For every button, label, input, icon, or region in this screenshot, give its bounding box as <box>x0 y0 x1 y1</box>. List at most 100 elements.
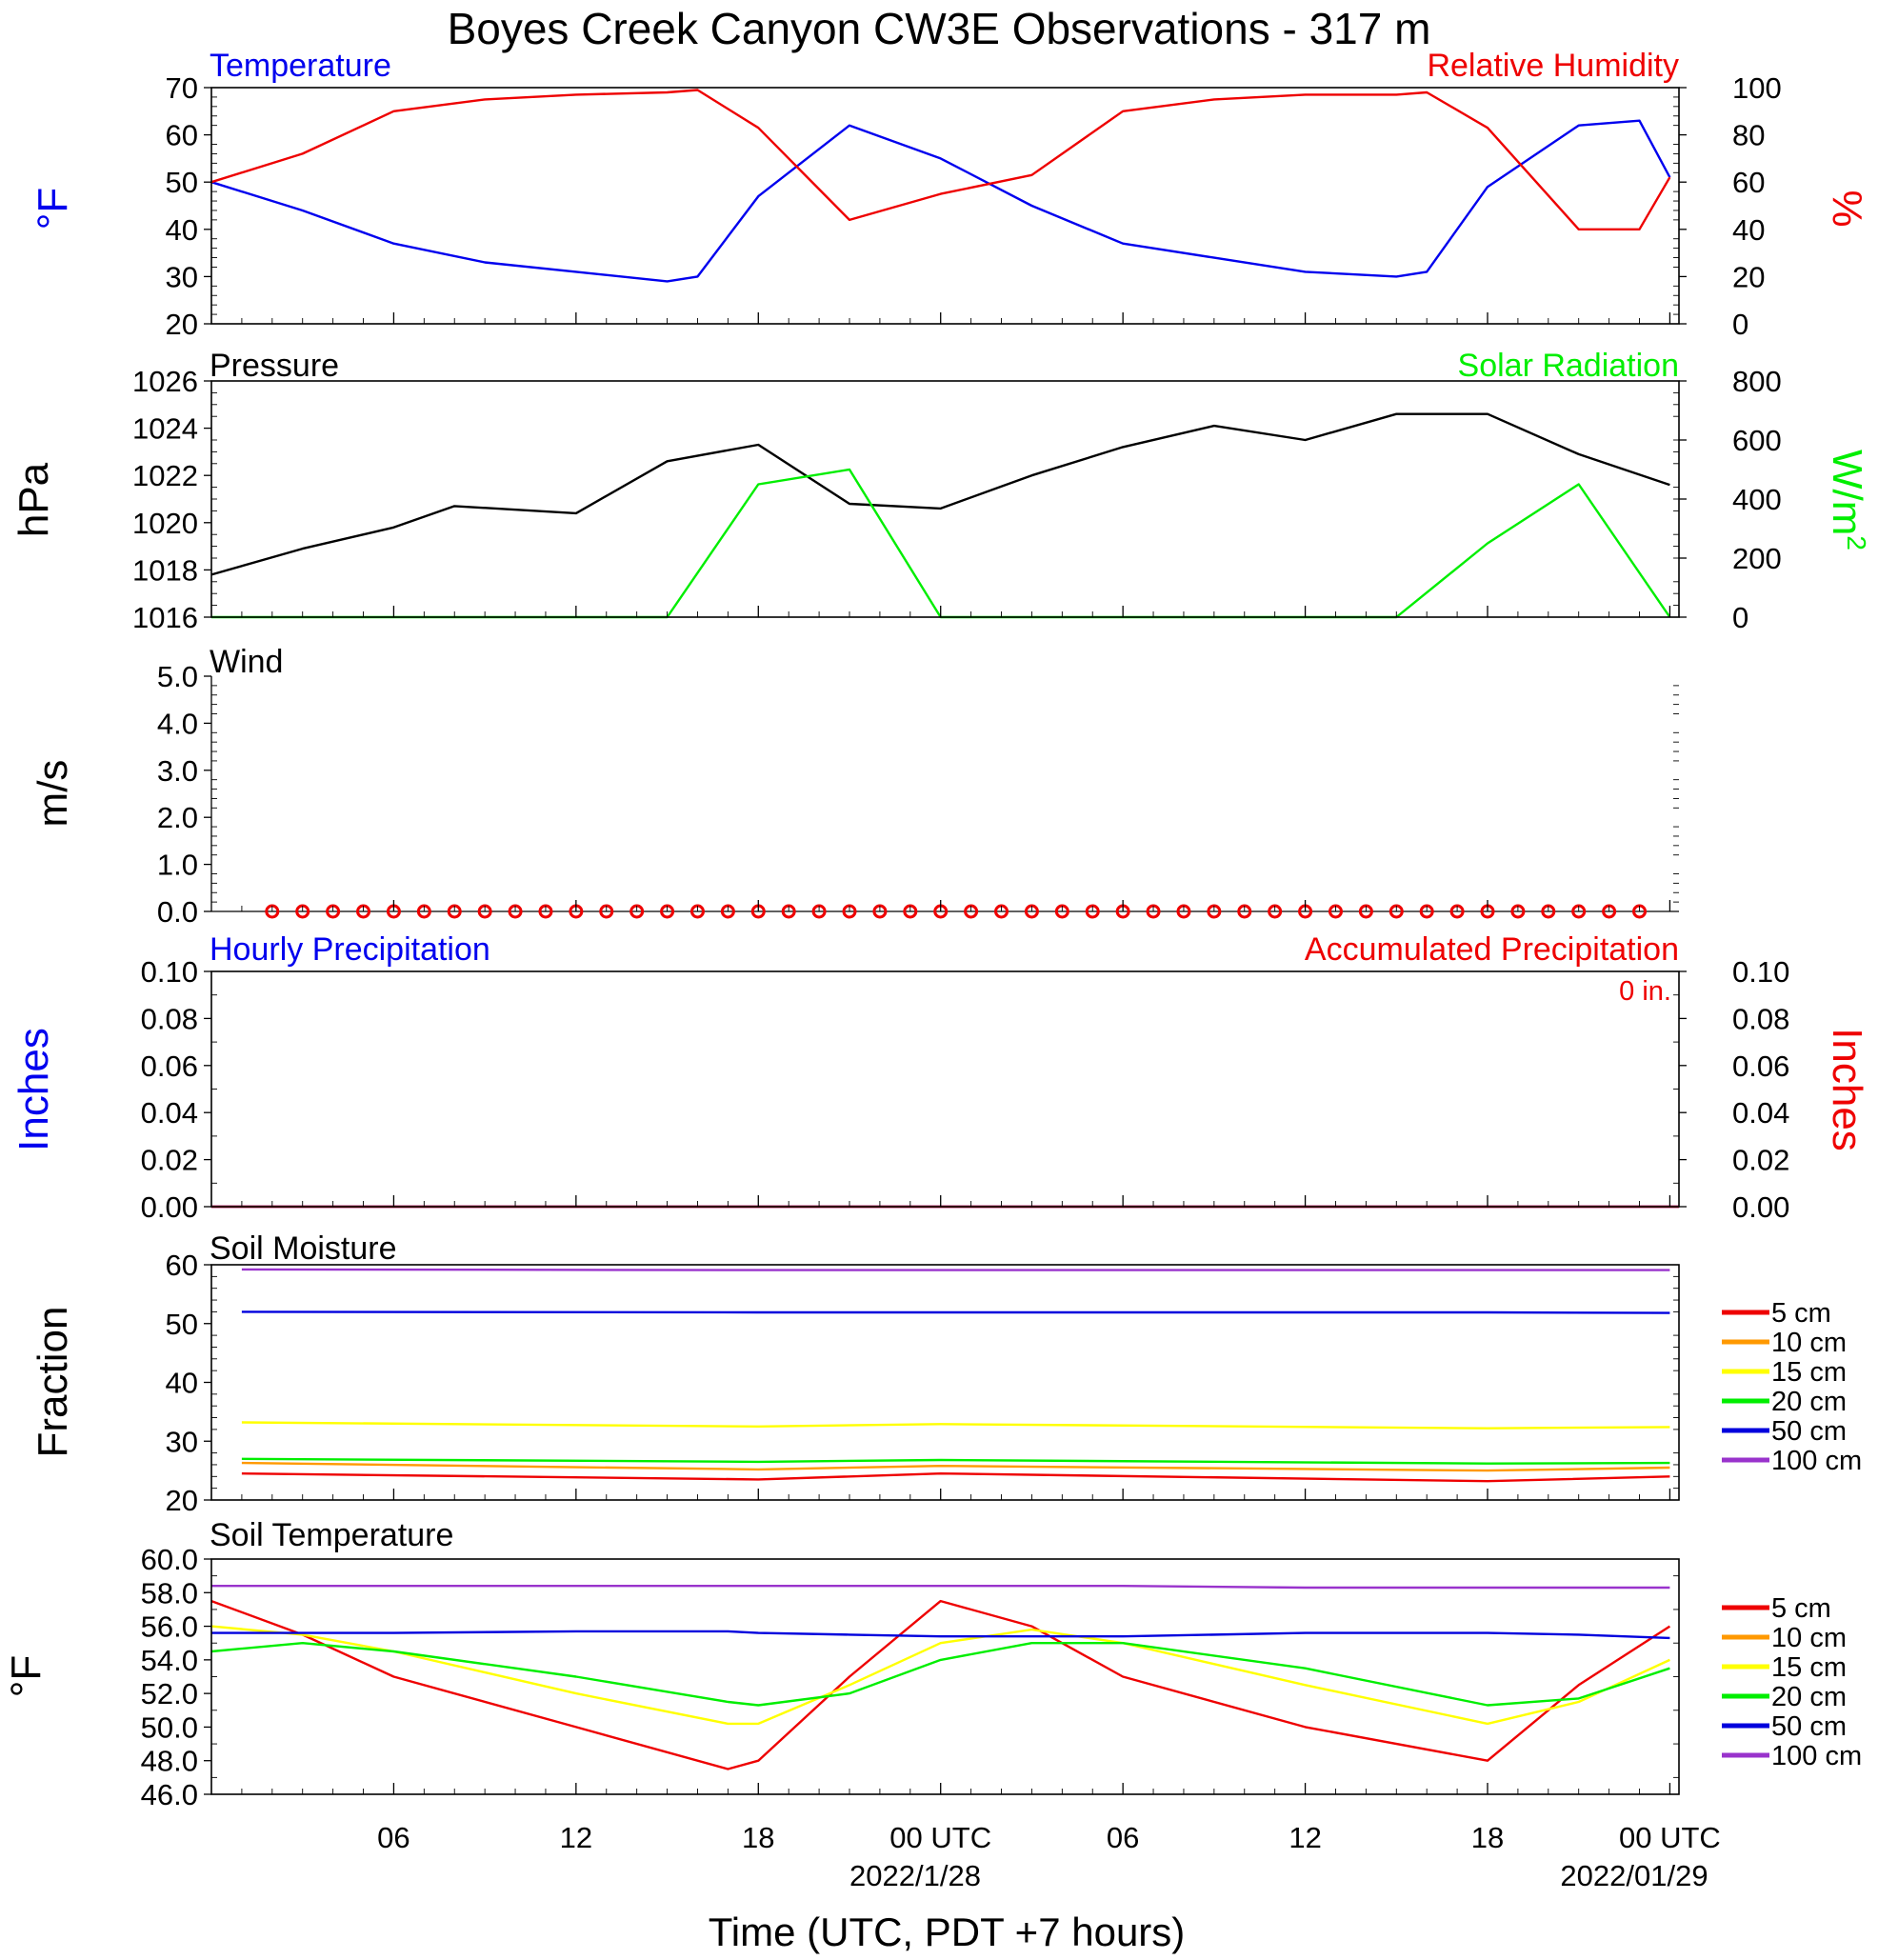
precip-right-axis-label: Inches <box>1824 1028 1870 1151</box>
pressure-panel: Pressure Solar Radiation hPa W/m2 101610… <box>10 348 1872 634</box>
y-tick-label: 800 <box>1732 365 1782 398</box>
x-tick-label: 06 <box>1107 1821 1139 1854</box>
y-tick-label: 0 <box>1732 601 1748 634</box>
wind-axis-ticks: 0.0 1.0 2.0 3.0 4.0 5.0 <box>157 660 1679 929</box>
soil-moisture-axis-label: Fraction <box>30 1307 76 1458</box>
temp-rh-frame <box>210 87 1680 325</box>
temp-rh-panel: Temperature Relative Humidity °F % 20 30 4… <box>30 48 1870 341</box>
legend-label: 10 cm <box>1771 1623 1847 1653</box>
legend-label: 100 cm <box>1771 1446 1862 1476</box>
y-tick-label: 0.08 <box>141 1002 198 1035</box>
y-tick-label: 46.0 <box>141 1778 198 1811</box>
y-tick-label: 20 <box>166 308 198 341</box>
soiltemp-50-cm <box>211 1630 1670 1640</box>
soiltemp-5-cm <box>210 1599 1671 1770</box>
accum-precip-total: 0 in. <box>1619 976 1671 1007</box>
series-pressure <box>210 412 1670 576</box>
x-axis-label: Time (UTC, PDT +7 hours) <box>709 1910 1186 1954</box>
y-tick-label: 50 <box>166 1308 198 1341</box>
y-tick-label: 1024 <box>132 412 198 446</box>
y-tick-label: 0.04 <box>141 1096 198 1130</box>
legend-label: 15 cm <box>1771 1357 1847 1388</box>
x-tick-label: 00 UTC <box>1619 1821 1721 1854</box>
soil-moisture-title: Soil Moisture <box>210 1230 397 1267</box>
soil-moisture-axis-ticks: 20 30 40 50 60 <box>166 1249 1679 1517</box>
moisture-20-cm <box>241 1457 1670 1465</box>
accum-precip-title: Accumulated Precipitation <box>1305 931 1679 968</box>
x-tick-label: 18 <box>1471 1821 1504 1854</box>
soiltemp-100-cm <box>211 1584 1670 1590</box>
legend-label: 50 cm <box>1771 1711 1847 1742</box>
y-tick-label: 0.02 <box>141 1144 198 1177</box>
y-tick-label: 60 <box>166 119 198 152</box>
pressure-panel-title: Pressure <box>210 348 339 384</box>
y-tick-label: 1022 <box>132 459 198 492</box>
y-tick-label: 0.06 <box>141 1050 198 1083</box>
y-tick-label: 0.10 <box>1732 955 1789 989</box>
y-tick-label: 56.0 <box>141 1610 198 1644</box>
y-tick-label: 1.0 <box>157 849 198 882</box>
precip-panel: Hourly Precipitation Accumulated Precipi… <box>10 931 1870 1224</box>
x-tick-label: 00 UTC <box>889 1821 991 1854</box>
y-tick-label: 40 <box>166 1367 198 1400</box>
soil-temp-axis-label: °F <box>3 1655 50 1697</box>
y-tick-label: 0.10 <box>141 955 198 989</box>
series-solar-radiation <box>211 468 1671 619</box>
y-tick-label: 60.0 <box>141 1543 198 1576</box>
y-tick-label: 0.08 <box>1732 1002 1789 1035</box>
y-tick-label: 50.0 <box>141 1710 198 1744</box>
legend-label: 10 cm <box>1771 1328 1847 1358</box>
y-tick-label: 50 <box>166 166 198 199</box>
y-tick-label: 30 <box>166 260 198 293</box>
moisture-50-cm <box>241 1310 1670 1314</box>
pressure-lines <box>210 412 1671 619</box>
precip-left-axis-label: Inches <box>10 1028 57 1151</box>
soil-moisture-frame <box>210 1264 1680 1501</box>
legend-label: 15 cm <box>1771 1652 1847 1683</box>
y-tick-label: 400 <box>1732 483 1782 516</box>
temperature-panel-title: Temperature <box>210 48 391 84</box>
y-tick-label: 40 <box>166 213 198 247</box>
y-tick-label: 54.0 <box>141 1644 198 1677</box>
y-tick-label: 1020 <box>132 507 198 540</box>
y-tick-label: 70 <box>166 71 198 105</box>
wind-panel-title: Wind <box>210 644 283 680</box>
legend-label: 5 cm <box>1771 1593 1831 1624</box>
y-tick-label: 30 <box>166 1425 198 1458</box>
precip-frame <box>210 970 1680 1208</box>
soil-moisture-lines <box>241 1268 1670 1483</box>
y-tick-label: 3.0 <box>157 754 198 788</box>
y-tick-label: 80 <box>1732 119 1765 152</box>
series-temperature <box>210 119 1671 283</box>
wind-panel: Wind m/s 0.0 1.0 2.0 3.0 4.0 5.0 <box>30 644 1679 929</box>
temperature-axis-label: °F <box>30 188 76 230</box>
x-tick-label: 18 <box>742 1821 774 1854</box>
hourly-precip-title: Hourly Precipitation <box>210 931 490 968</box>
y-tick-label: 58.0 <box>141 1576 198 1610</box>
y-tick-label: 20 <box>1732 260 1765 293</box>
y-tick-label: 100 <box>1732 71 1782 105</box>
x-tick-label: 12 <box>1289 1821 1321 1854</box>
y-tick-label: 1016 <box>132 601 198 634</box>
y-tick-label: 4.0 <box>157 707 198 740</box>
y-tick-label: 0.00 <box>1732 1190 1789 1224</box>
y-tick-label: 5.0 <box>157 660 198 693</box>
moisture-10-cm <box>241 1461 1670 1472</box>
soiltemp-20-cm <box>210 1641 1670 1707</box>
soil-temp-axis-ticks: 46.048.050.052.054.056.058.060.0 <box>141 1543 1679 1811</box>
y-tick-label: 0.04 <box>1732 1096 1789 1130</box>
y-tick-label: 0.02 <box>1732 1144 1789 1177</box>
y-tick-label: 48.0 <box>141 1745 198 1778</box>
legend-label: 50 cm <box>1771 1416 1847 1447</box>
y-tick-label: 40 <box>1732 213 1765 247</box>
moisture-5-cm <box>241 1471 1670 1483</box>
solar-panel-title: Solar Radiation <box>1458 348 1679 384</box>
moisture-15-cm <box>241 1421 1670 1430</box>
soil-temp-lines <box>210 1584 1671 1770</box>
wind-axis-label: m/s <box>30 760 76 828</box>
y-tick-label: 1018 <box>132 553 198 587</box>
humidity-axis-label: % <box>1824 190 1870 227</box>
